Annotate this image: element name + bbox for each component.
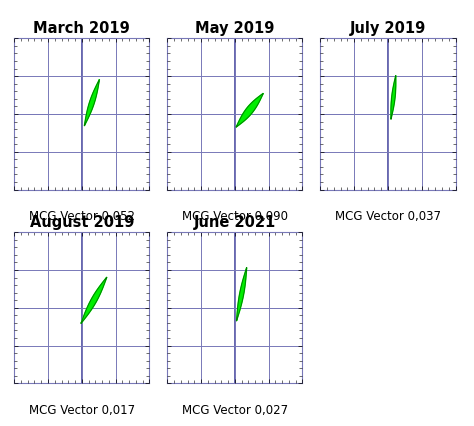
Polygon shape [391, 75, 396, 119]
Text: MCG Vector 0,027: MCG Vector 0,027 [182, 404, 288, 417]
Title: March 2019: March 2019 [33, 21, 130, 36]
Title: July 2019: July 2019 [350, 21, 426, 36]
Text: MCG Vector 0,037: MCG Vector 0,037 [335, 210, 441, 223]
Polygon shape [81, 277, 107, 323]
Title: May 2019: May 2019 [195, 21, 274, 36]
Title: August 2019: August 2019 [29, 215, 134, 230]
Title: June 2021: June 2021 [194, 215, 276, 230]
Polygon shape [236, 93, 263, 127]
Text: MCG Vector 0,017: MCG Vector 0,017 [29, 404, 135, 417]
Text: MCG Vector 0,052: MCG Vector 0,052 [29, 210, 135, 223]
Polygon shape [84, 80, 100, 126]
Polygon shape [237, 268, 246, 321]
Text: MCG Vector 0,090: MCG Vector 0,090 [182, 210, 288, 223]
